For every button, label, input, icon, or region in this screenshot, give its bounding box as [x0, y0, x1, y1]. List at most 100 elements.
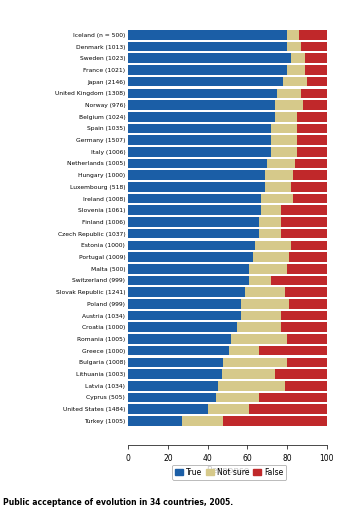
- Bar: [221, 369, 275, 379]
- Bar: [305, 65, 327, 75]
- Bar: [128, 264, 249, 273]
- Bar: [128, 217, 259, 227]
- Bar: [259, 217, 281, 227]
- Bar: [128, 182, 265, 191]
- Bar: [128, 100, 275, 110]
- Bar: [128, 159, 267, 168]
- Bar: [128, 41, 287, 51]
- Bar: [287, 334, 327, 344]
- Bar: [271, 147, 297, 157]
- Bar: [297, 123, 327, 133]
- Bar: [229, 346, 259, 355]
- Bar: [291, 53, 305, 63]
- Bar: [261, 205, 281, 215]
- Bar: [128, 416, 182, 425]
- Bar: [291, 182, 327, 191]
- Bar: [128, 299, 241, 309]
- Bar: [275, 369, 327, 379]
- Bar: [287, 41, 301, 51]
- Bar: [245, 287, 285, 297]
- Bar: [293, 194, 327, 203]
- Bar: [128, 287, 245, 297]
- Bar: [259, 229, 281, 239]
- Bar: [271, 123, 297, 133]
- Bar: [128, 205, 261, 215]
- Bar: [128, 123, 271, 133]
- Text: Public acceptance of evolution in 34 countries, 2005.: Public acceptance of evolution in 34 cou…: [3, 498, 234, 507]
- Bar: [128, 346, 229, 355]
- Bar: [241, 299, 289, 309]
- Bar: [287, 357, 327, 367]
- Bar: [281, 205, 327, 215]
- Bar: [232, 334, 287, 344]
- Bar: [128, 89, 277, 98]
- Bar: [265, 170, 293, 180]
- Bar: [241, 311, 281, 321]
- Bar: [218, 381, 285, 391]
- Bar: [223, 416, 327, 425]
- Bar: [128, 77, 283, 87]
- Bar: [297, 135, 327, 145]
- Bar: [128, 393, 216, 402]
- Bar: [216, 393, 259, 402]
- Bar: [301, 89, 327, 98]
- Bar: [128, 194, 261, 203]
- Bar: [283, 77, 307, 87]
- Bar: [182, 416, 223, 425]
- Bar: [307, 77, 327, 87]
- Bar: [275, 100, 303, 110]
- Bar: [128, 369, 221, 379]
- Bar: [271, 275, 327, 285]
- Bar: [249, 404, 327, 414]
- Bar: [223, 357, 287, 367]
- Bar: [275, 112, 297, 121]
- Bar: [289, 252, 327, 262]
- Bar: [281, 323, 327, 332]
- Bar: [259, 393, 327, 402]
- Bar: [287, 30, 299, 39]
- Bar: [297, 147, 327, 157]
- Bar: [287, 65, 305, 75]
- Bar: [128, 229, 259, 239]
- Bar: [128, 404, 208, 414]
- Bar: [301, 41, 327, 51]
- Bar: [267, 159, 295, 168]
- Bar: [128, 334, 232, 344]
- Bar: [128, 135, 271, 145]
- Bar: [128, 241, 255, 250]
- Bar: [281, 217, 327, 227]
- Bar: [271, 135, 297, 145]
- Bar: [293, 170, 327, 180]
- Bar: [277, 89, 301, 98]
- Bar: [285, 287, 327, 297]
- Bar: [255, 241, 291, 250]
- Bar: [208, 404, 249, 414]
- Bar: [305, 53, 327, 63]
- Bar: [253, 252, 289, 262]
- Bar: [128, 147, 271, 157]
- Bar: [291, 241, 327, 250]
- Bar: [249, 275, 271, 285]
- Bar: [281, 311, 327, 321]
- Bar: [237, 323, 281, 332]
- Bar: [128, 170, 265, 180]
- Bar: [265, 182, 291, 191]
- Bar: [128, 112, 275, 121]
- Bar: [128, 275, 249, 285]
- Legend: True, Not sure, False: True, Not sure, False: [172, 465, 286, 480]
- Bar: [303, 100, 327, 110]
- Bar: [287, 264, 327, 273]
- Bar: [128, 357, 223, 367]
- Bar: [249, 264, 287, 273]
- Bar: [285, 381, 327, 391]
- Bar: [128, 323, 237, 332]
- Bar: [295, 159, 327, 168]
- Bar: [259, 346, 327, 355]
- Bar: [128, 53, 291, 63]
- Bar: [281, 229, 327, 239]
- Bar: [128, 381, 218, 391]
- Bar: [261, 194, 293, 203]
- Bar: [299, 30, 327, 39]
- Bar: [128, 252, 253, 262]
- X-axis label: Response: Response: [206, 466, 249, 475]
